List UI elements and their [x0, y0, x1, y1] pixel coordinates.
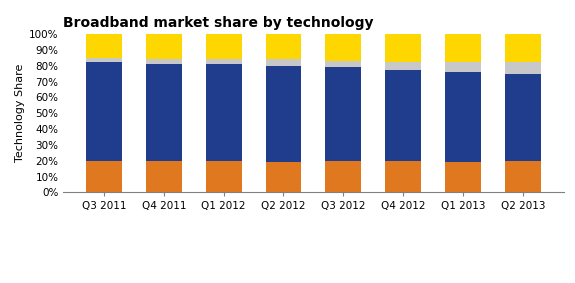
Bar	[325, 161, 361, 192]
Bar	[206, 34, 242, 59]
Bar	[505, 161, 540, 192]
Bar	[505, 63, 540, 74]
Bar	[146, 161, 182, 192]
Bar	[445, 34, 481, 63]
Y-axis label: Technology Share: Technology Share	[15, 64, 25, 162]
Legend: Cable, Copper, FTTH, FTTx: Cable, Copper, FTTH, FTTx	[194, 280, 433, 283]
Bar	[325, 67, 361, 161]
Bar	[146, 34, 182, 59]
Bar	[266, 34, 301, 59]
Bar	[445, 162, 481, 192]
Bar	[86, 161, 122, 192]
Bar	[445, 63, 481, 72]
Bar	[206, 161, 242, 192]
Bar	[325, 61, 361, 67]
Bar	[266, 59, 301, 66]
Bar	[385, 70, 421, 161]
Bar	[206, 64, 242, 161]
Bar	[146, 64, 182, 161]
Bar	[505, 34, 540, 63]
Bar	[325, 34, 361, 61]
Bar	[505, 74, 540, 161]
Bar	[146, 59, 182, 64]
Bar	[266, 162, 301, 192]
Bar	[86, 63, 122, 161]
Bar	[385, 63, 421, 70]
Bar	[206, 59, 242, 64]
Text: Broadband market share by technology: Broadband market share by technology	[63, 16, 374, 30]
Bar	[86, 58, 122, 63]
Bar	[86, 34, 122, 58]
Bar	[445, 72, 481, 162]
Bar	[266, 66, 301, 162]
Bar	[385, 161, 421, 192]
Bar	[385, 34, 421, 63]
